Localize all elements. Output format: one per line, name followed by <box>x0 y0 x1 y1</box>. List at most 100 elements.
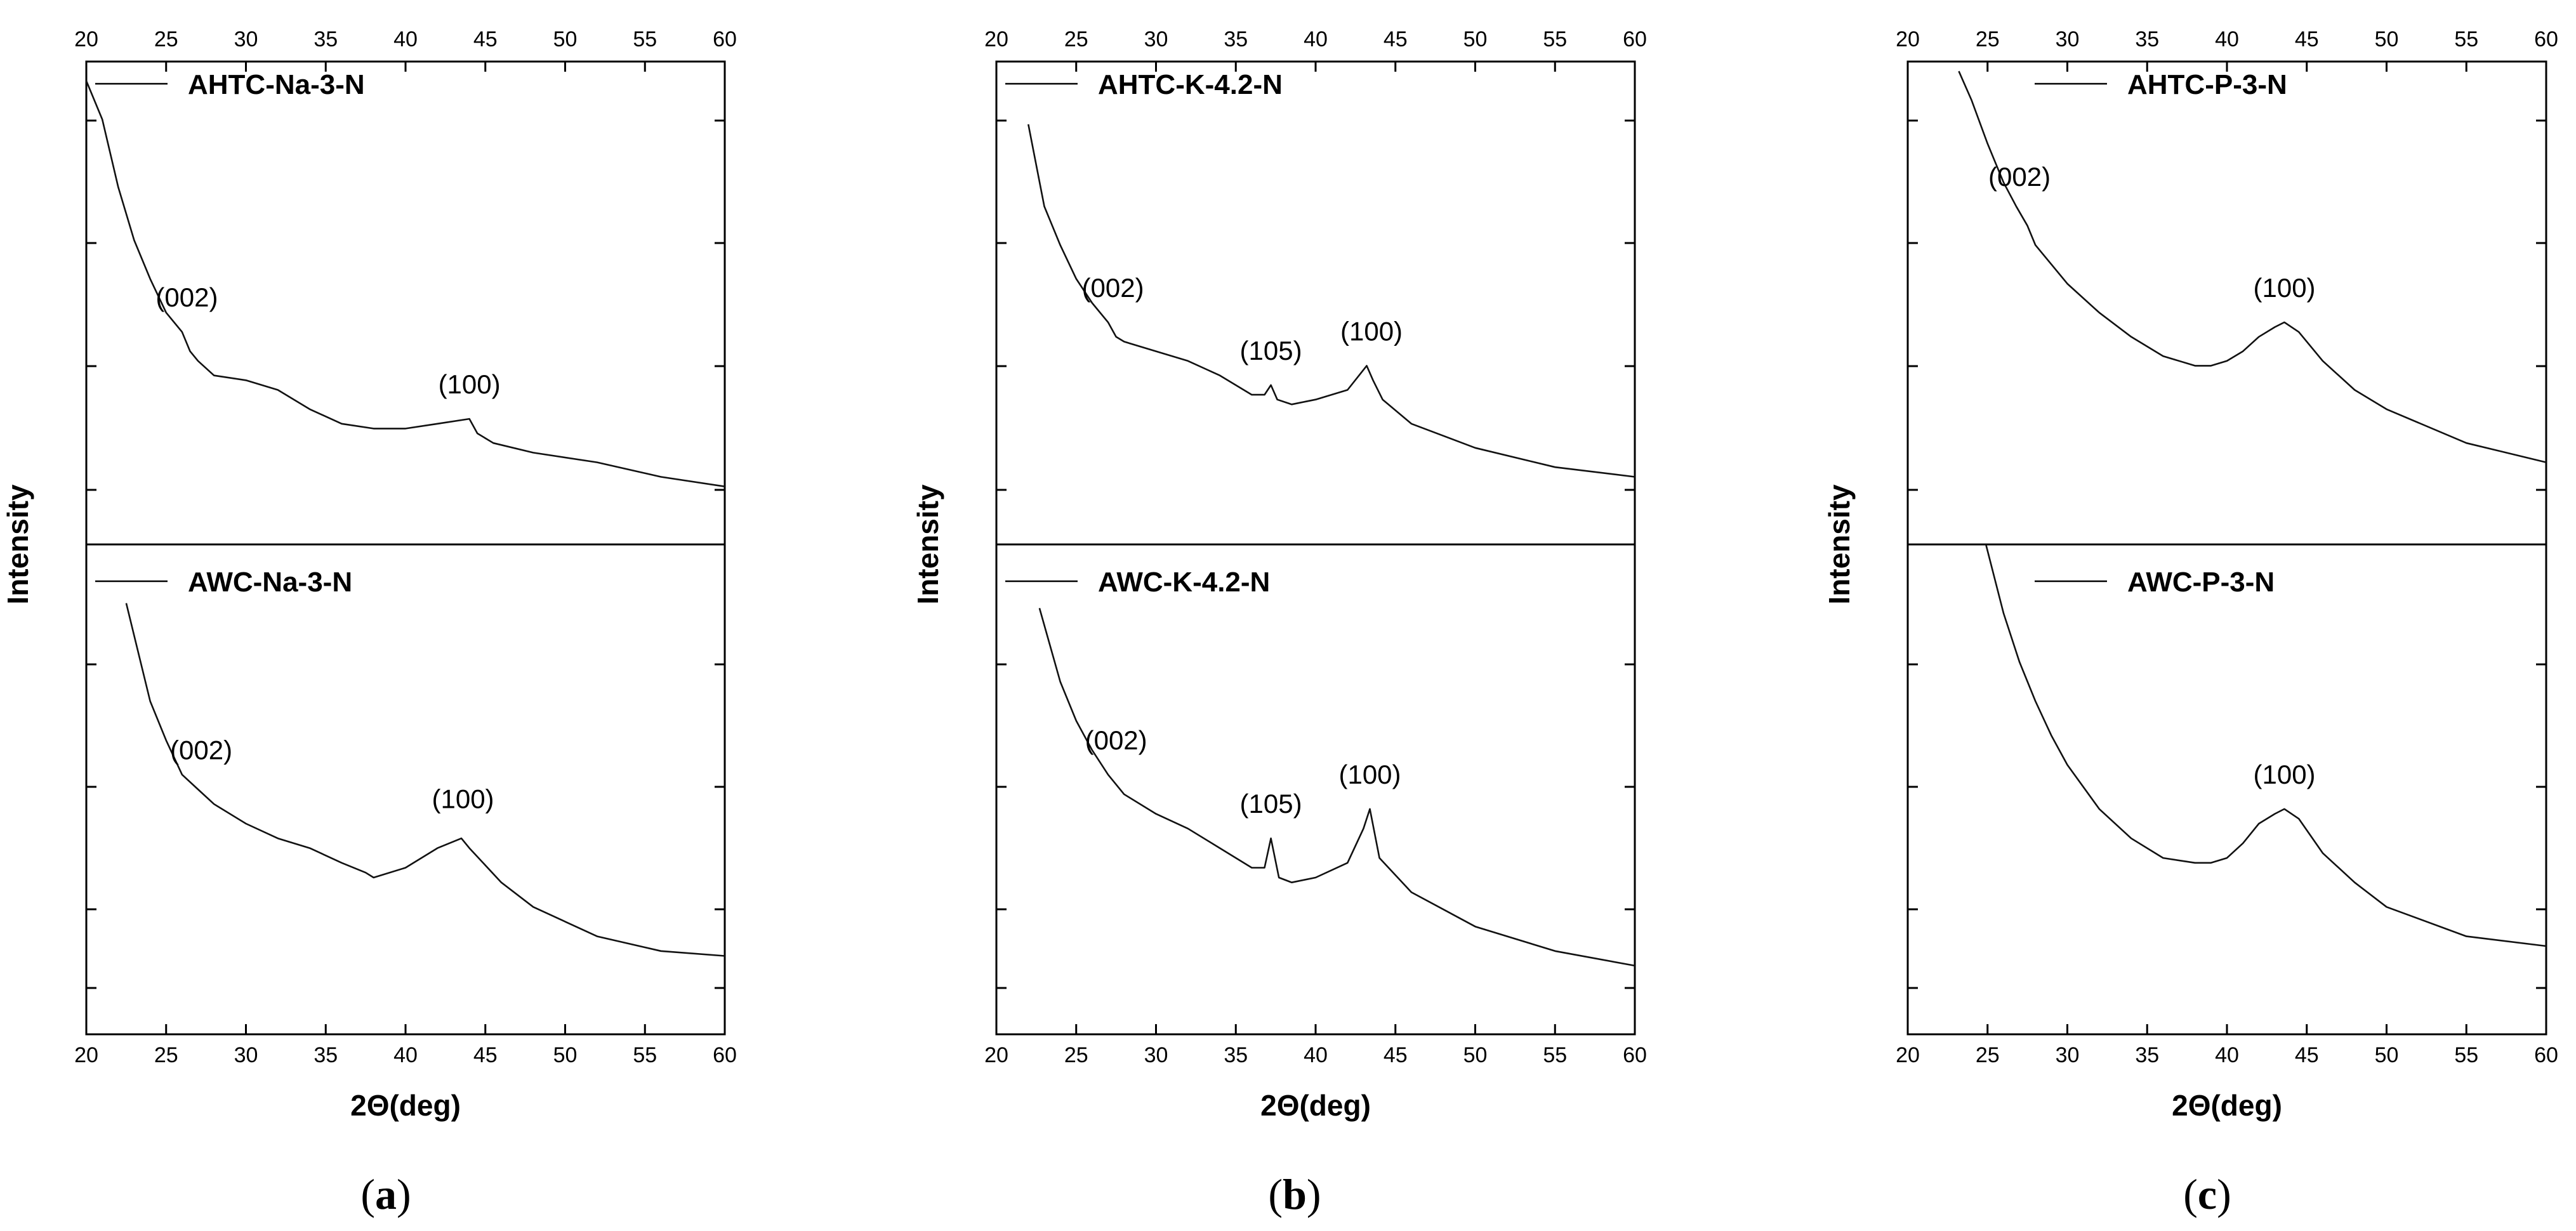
panel-label-letter: a <box>375 1170 397 1218</box>
x-tick-label-top: 35 <box>314 27 338 51</box>
legend-label: AWC-Na-3-N <box>188 567 352 598</box>
series-line-AWC-Na-3-N <box>125 603 725 957</box>
x-tick-label-top: 20 <box>74 27 98 51</box>
panel-label-open: ( <box>1268 1170 1283 1218</box>
x-tick-label-bottom: 35 <box>314 1043 338 1067</box>
x-tick-label-top: 25 <box>1064 27 1088 51</box>
panel-label-open: ( <box>2183 1170 2198 1218</box>
peak-label: (100) <box>1340 316 1403 346</box>
panel-label-close: ) <box>1307 1170 1321 1218</box>
x-tick-label-bottom: 45 <box>473 1043 498 1067</box>
peak-label: (100) <box>432 784 494 813</box>
y-axis-title: Intensity <box>1 484 34 605</box>
panel-label-letter: c <box>2198 1170 2217 1218</box>
panel-label-open: ( <box>360 1170 375 1218</box>
peak-label: (002) <box>1988 162 2051 192</box>
peak-label: (100) <box>2254 273 2316 303</box>
x-tick-label-bottom: 50 <box>2375 1043 2399 1067</box>
x-tick-label-bottom: 45 <box>2295 1043 2319 1067</box>
x-tick-label-top: 25 <box>154 27 178 51</box>
peak-label: (002) <box>155 282 218 312</box>
x-tick-label-top: 30 <box>1144 27 1168 51</box>
legend-label: AHTC-K-4.2-N <box>1098 69 1283 100</box>
peak-label: (100) <box>1338 760 1401 789</box>
x-tick-label-top: 45 <box>1384 27 1408 51</box>
x-tick-label-bottom: 40 <box>2215 1043 2239 1067</box>
legend-label: AWC-P-3-N <box>2127 567 2275 598</box>
x-tick-label-bottom: 35 <box>1224 1043 1248 1067</box>
x-tick-label-top: 60 <box>2534 27 2558 51</box>
x-tick-label-bottom: 25 <box>1976 1043 2000 1067</box>
plot-frame <box>85 60 726 1036</box>
chart-panel-c: 20 20 25 25 30 30 35 35 40 40 45 45 50 50 55 55 60 60 AHTC… <box>1823 27 2558 1218</box>
legend-label: AHTC-P-3-N <box>2127 69 2287 100</box>
peak-label: (105) <box>1240 336 1302 365</box>
x-tick-label-bottom: 30 <box>1144 1043 1168 1067</box>
y-axis-title: Intensity <box>1823 484 1856 605</box>
x-tick-label-bottom: 55 <box>2454 1043 2478 1067</box>
x-tick-label-bottom: 55 <box>633 1043 657 1067</box>
panel-label-letter: b <box>1283 1170 1307 1218</box>
x-tick-label-top: 35 <box>2135 27 2159 51</box>
x-tick-label-bottom: 30 <box>234 1043 258 1067</box>
x-tick-label-top: 55 <box>2454 27 2478 51</box>
panel-label: (a) <box>360 1170 411 1218</box>
x-tick-label-bottom: 50 <box>553 1043 578 1067</box>
legend-label: AHTC-Na-3-N <box>188 69 365 100</box>
x-tick-label-top: 40 <box>1304 27 1328 51</box>
series-line-AHTC-K-4.2-N <box>1027 124 1635 478</box>
panel-label: (c) <box>2183 1170 2231 1218</box>
x-axis-title: 2Θ(deg) <box>350 1089 461 1122</box>
panel-label: (b) <box>1268 1170 1321 1218</box>
plot-frame <box>1906 60 2547 1036</box>
x-tick-label-top: 35 <box>1224 27 1248 51</box>
peak-label: (002) <box>1082 273 1144 303</box>
series-line-AWC-P-3-N <box>1985 544 2547 947</box>
x-tick-label-top: 20 <box>1896 27 1920 51</box>
x-tick-label-bottom: 60 <box>2534 1043 2558 1067</box>
legend-label: AWC-K-4.2-N <box>1098 567 1270 598</box>
series-line-AHTC-P-3-N <box>1958 70 2547 463</box>
x-tick-label-top: 30 <box>234 27 258 51</box>
plot-frame <box>995 60 1636 1036</box>
y-axis-title: Intensity <box>911 484 944 605</box>
x-tick-label-top: 20 <box>984 27 1008 51</box>
x-tick-label-bottom: 50 <box>1463 1043 1488 1067</box>
peak-label: (002) <box>1085 725 1147 755</box>
x-tick-label-top: 50 <box>2375 27 2399 51</box>
chart-panel-b: 20 20 25 25 30 30 35 35 40 40 45 45 50 50 55 55 60 60 AHTC… <box>911 27 1647 1218</box>
x-tick-label-top: 25 <box>1976 27 2000 51</box>
x-tick-label-bottom: 25 <box>1064 1043 1088 1067</box>
peak-label: (105) <box>1240 789 1302 819</box>
x-tick-label-bottom: 60 <box>713 1043 737 1067</box>
peak-label: (002) <box>170 735 232 765</box>
x-tick-label-bottom: 40 <box>1304 1043 1328 1067</box>
series-line-AWC-K-4.2-N <box>1038 608 1635 967</box>
x-tick-label-bottom: 60 <box>1623 1043 1647 1067</box>
x-tick-label-bottom: 35 <box>2135 1043 2159 1067</box>
x-tick-label-bottom: 55 <box>1543 1043 1567 1067</box>
x-tick-label-top: 50 <box>553 27 578 51</box>
x-tick-label-bottom: 40 <box>393 1043 418 1067</box>
x-axis-title: 2Θ(deg) <box>1260 1089 1371 1122</box>
panel-label-close: ) <box>2217 1170 2231 1218</box>
x-tick-label-top: 30 <box>2056 27 2080 51</box>
x-tick-label-bottom: 20 <box>74 1043 98 1067</box>
x-tick-label-bottom: 25 <box>154 1043 178 1067</box>
x-tick-label-top: 45 <box>2295 27 2319 51</box>
x-tick-label-top: 60 <box>713 27 737 51</box>
x-tick-label-top: 50 <box>1463 27 1488 51</box>
x-tick-label-top: 55 <box>1543 27 1567 51</box>
panel-label-close: ) <box>397 1170 411 1218</box>
x-tick-label-top: 40 <box>393 27 418 51</box>
x-axis-title: 2Θ(deg) <box>2172 1089 2282 1122</box>
peak-label: (100) <box>2254 760 2316 789</box>
x-tick-label-bottom: 45 <box>1384 1043 1408 1067</box>
series-line-AHTC-Na-3-N <box>85 80 725 487</box>
x-tick-label-top: 60 <box>1623 27 1647 51</box>
x-tick-label-top: 55 <box>633 27 657 51</box>
x-tick-label-top: 45 <box>473 27 498 51</box>
peak-label: (100) <box>439 369 501 399</box>
